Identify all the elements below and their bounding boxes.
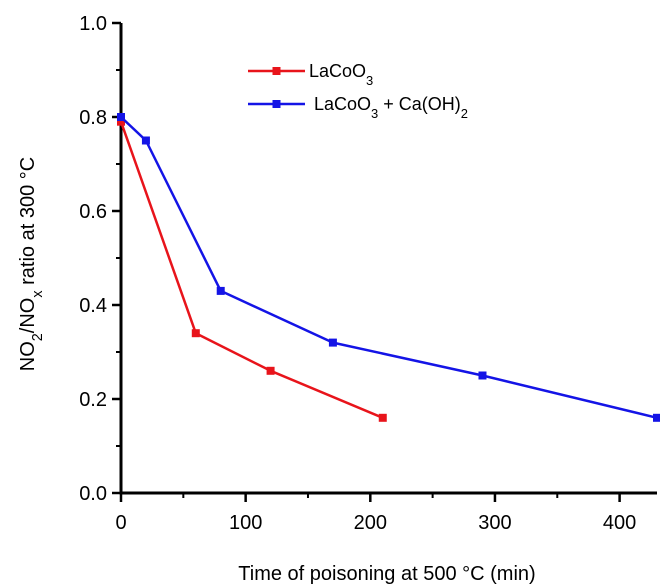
axes: 0 100 200 300 400 0.0 0.2 0.4 0.6 0.8 1.0 (79, 13, 657, 534)
data-point (141, 136, 150, 145)
x-tick-label: 300 (478, 512, 511, 534)
data-point (117, 113, 125, 121)
data-point (216, 286, 225, 295)
data-point (191, 329, 200, 338)
data-point (266, 366, 275, 375)
legend-label: LaCoO3 (309, 61, 373, 88)
legend-label: LaCoO3 + Ca(OH)2 (314, 94, 468, 121)
x-tick-label: 0 (115, 512, 126, 534)
data-point (378, 413, 387, 422)
legend-item-1: LaCoO3 (248, 61, 373, 88)
text-part: /NO (17, 298, 39, 334)
text-part: NO (17, 341, 39, 371)
x-tick-label: 100 (229, 512, 262, 534)
y-tick-label: 0.4 (79, 295, 107, 317)
legend-marker (272, 67, 281, 75)
data-point (653, 413, 660, 422)
x-tick-label: 200 (354, 512, 387, 534)
text-part: LaCoO (309, 61, 366, 81)
y-tick-label: 0.8 (79, 107, 107, 129)
x-tick-label: 400 (603, 512, 636, 534)
y-tick-label: 0.6 (79, 201, 107, 223)
y-tick-label: 0.2 (79, 389, 107, 411)
series-line (119, 121, 384, 419)
text-part: 3 (366, 73, 373, 88)
text-part: ratio at 300 °C (17, 157, 39, 291)
text-part: 3 (371, 106, 378, 121)
data-point (117, 117, 125, 126)
data-point (328, 338, 337, 347)
text-part: 2 (30, 333, 46, 341)
text-part: LaCoO (314, 94, 371, 114)
series-line (120, 116, 658, 420)
series-1 (117, 117, 387, 422)
x-axis-title: Time of poisoning at 500 °C (min) (238, 563, 535, 585)
legend-marker (272, 100, 281, 108)
series-2 (117, 113, 660, 422)
y-axis-title: NO2/NOx ratio at 300 °C (17, 157, 46, 371)
legend-item-2: LaCoO3 + Ca(OH)2 (248, 94, 468, 121)
series-layer (117, 113, 660, 422)
y-tick-label: 1.0 (79, 13, 107, 35)
y-tick-label: 0.0 (79, 483, 107, 505)
data-point (478, 371, 487, 380)
text-part: + Ca(OH) (378, 94, 461, 114)
text-part: 2 (461, 106, 468, 121)
text-part: x (30, 290, 46, 298)
